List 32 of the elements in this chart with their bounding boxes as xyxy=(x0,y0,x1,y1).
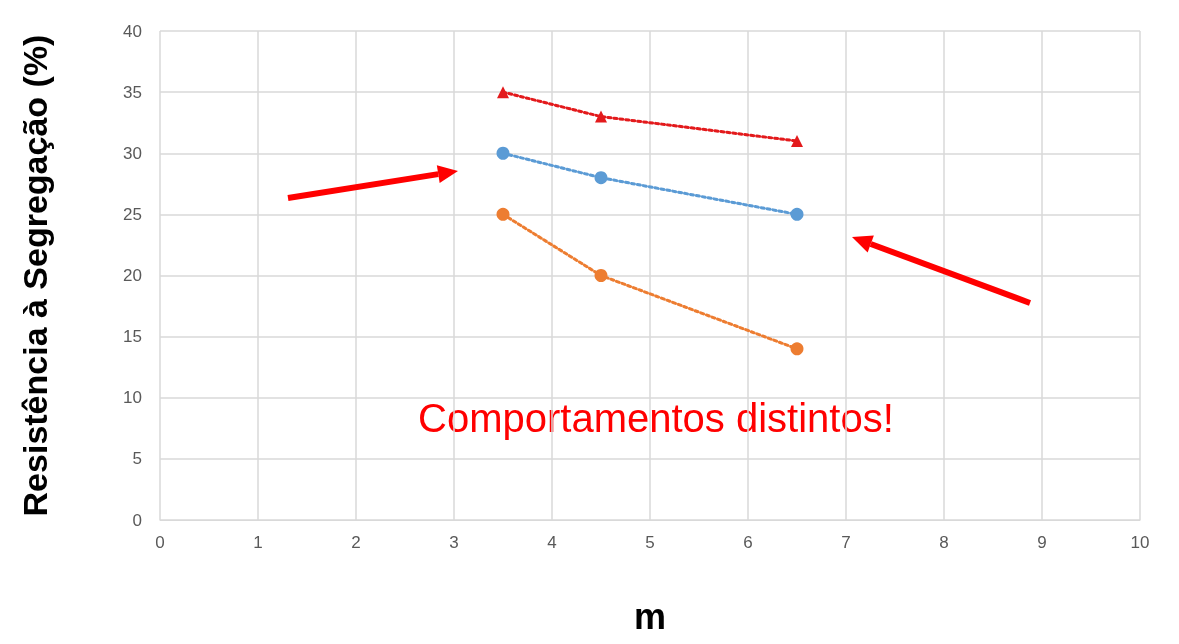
x-axis-title: m xyxy=(633,595,667,637)
y-tick-label: 35 xyxy=(123,82,142,102)
point xyxy=(791,135,803,148)
annotation: Comportamentos distintos! xyxy=(418,396,894,440)
x-tick-label: 9 xyxy=(1037,533,1047,552)
point xyxy=(594,171,608,185)
y-tick-label: 40 xyxy=(123,21,142,41)
y-tick-label: 20 xyxy=(123,266,142,285)
x-tick-label: 10 xyxy=(1130,533,1150,552)
y-tick-label: 30 xyxy=(123,143,142,163)
x-tick-label: 4 xyxy=(547,533,557,552)
x-tick-label: 6 xyxy=(743,533,753,552)
y-axis-title: Resistência à Segregação (%) xyxy=(16,34,54,517)
point xyxy=(497,86,509,99)
y-tick-label: 10 xyxy=(123,388,142,408)
point xyxy=(790,207,804,221)
point xyxy=(790,342,804,356)
y-tick-label: 15 xyxy=(123,327,142,347)
point xyxy=(496,207,510,221)
x-tick-label: 8 xyxy=(939,533,949,552)
point xyxy=(594,269,608,282)
point xyxy=(595,110,607,123)
x-tick-label: 0 xyxy=(155,533,165,552)
y-tick-label: 25 xyxy=(123,204,142,224)
x-tick-label: 2 xyxy=(351,533,361,552)
y-tick-label: 0 xyxy=(132,510,142,530)
point xyxy=(496,146,510,160)
x-tick-label: 5 xyxy=(645,533,655,552)
x-tick-label: 3 xyxy=(449,533,459,552)
x-tick-label: 7 xyxy=(841,533,851,552)
x-tick-label: 1 xyxy=(253,533,263,552)
y-tick-label: 5 xyxy=(132,449,142,469)
